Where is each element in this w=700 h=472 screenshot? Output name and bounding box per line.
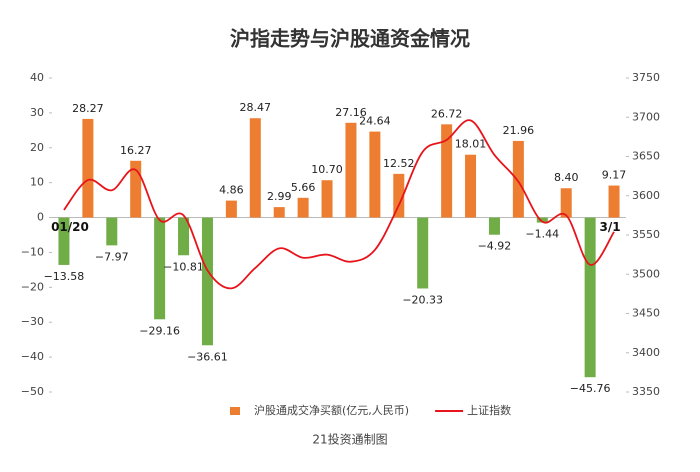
data-label: −4.92: [478, 240, 512, 253]
y2-tick-label: 3350: [632, 385, 660, 398]
data-label: 8.40: [554, 171, 579, 184]
data-label: 5.66: [291, 181, 316, 194]
bar: [417, 217, 429, 289]
data-label: 21.96: [503, 124, 535, 137]
y2-tick-label: 3450: [632, 307, 660, 320]
caption: 21投资通制图: [312, 432, 387, 447]
bar: [178, 217, 190, 256]
bar: [512, 140, 524, 218]
y2-tick-label: 3600: [632, 189, 660, 202]
x-tick-label: 01/20: [51, 220, 89, 234]
y2-tick-label: 3550: [632, 228, 660, 241]
y2-tick-label: 3750: [632, 71, 660, 84]
data-label: −45.76: [570, 382, 611, 395]
y-tick-label: 20: [30, 141, 44, 154]
y-tick-label: −40: [21, 350, 44, 363]
y-tick-label: −50: [21, 385, 44, 398]
y2-tick-label: 3700: [632, 110, 660, 123]
data-label: −10.81: [163, 260, 204, 273]
bar: [441, 124, 453, 218]
bar: [154, 217, 166, 320]
bar: [584, 217, 596, 378]
line: [63, 119, 615, 290]
bar: [345, 122, 357, 218]
bar: [297, 197, 309, 218]
data-label: −7.97: [95, 250, 129, 263]
legend-label: 沪股通成交净买额(亿元,人民币): [254, 403, 409, 417]
y-tick-label: 40: [30, 71, 44, 84]
data-label: 24.64: [359, 115, 391, 128]
y-tick-label: −10: [21, 245, 44, 258]
bar: [201, 217, 213, 346]
bar: [488, 217, 500, 235]
bar: [560, 188, 572, 218]
y-tick-label: −20: [21, 280, 44, 293]
bar: [369, 131, 381, 218]
data-label: 4.86: [219, 184, 244, 197]
bar: [608, 185, 620, 218]
data-label: 18.01: [455, 138, 487, 151]
bar: [82, 118, 94, 218]
y2-tick-label: 3400: [632, 346, 660, 359]
legend-label: 上证指数: [467, 403, 511, 417]
bar: [58, 217, 70, 265]
data-label: −29.16: [139, 324, 180, 337]
bar: [536, 217, 548, 223]
chart-title: 沪指走势与沪股通资金情况: [230, 27, 470, 51]
y-tick-label: −30: [21, 315, 44, 328]
bar: [321, 180, 333, 218]
bar: [249, 118, 261, 218]
bar: [225, 200, 237, 218]
data-label: 12.52: [383, 157, 415, 170]
data-label: −13.58: [44, 270, 85, 283]
legend-swatch: [230, 407, 240, 415]
data-label: 16.27: [120, 144, 152, 157]
bar: [393, 173, 405, 218]
bar: [106, 217, 118, 246]
y2-tick-label: 3650: [632, 150, 660, 163]
y2-tick-label: 3500: [632, 267, 660, 280]
data-label: 10.70: [311, 163, 343, 176]
data-label: −1.44: [525, 228, 559, 241]
bar: [465, 154, 477, 218]
data-label: 9.17: [602, 169, 627, 182]
data-label: 28.47: [240, 101, 272, 114]
data-label: 28.27: [72, 102, 104, 115]
x-tick-label: 3/1: [599, 220, 620, 234]
y-tick-label: 0: [37, 211, 44, 224]
data-label: −36.61: [187, 350, 228, 363]
y-tick-label: 10: [30, 176, 44, 189]
y-tick-label: 30: [30, 106, 44, 119]
data-label: −20.33: [402, 293, 443, 306]
bar: [273, 207, 285, 218]
data-label: 2.99: [267, 190, 292, 203]
data-label: 26.72: [431, 107, 463, 120]
data-label: 27.16: [335, 106, 367, 119]
bar: [130, 160, 142, 218]
